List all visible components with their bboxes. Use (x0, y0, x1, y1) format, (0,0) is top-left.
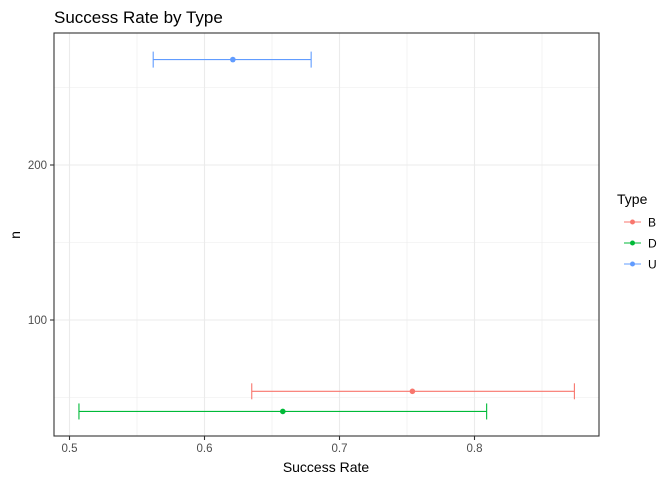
plot-panel (54, 33, 599, 436)
y-axis-title: n (7, 231, 23, 239)
legend-key-point (630, 219, 635, 225)
panel-border (53, 32, 600, 437)
x-tick-label: 0.5 (62, 443, 78, 455)
legend-label: U (648, 258, 657, 272)
x-tick-label: 0.6 (197, 443, 213, 455)
x-axis: 0.5 0.6 0.7 0.8 (62, 436, 483, 455)
legend-label: D (648, 237, 657, 251)
x-tick-label: 0.8 (467, 443, 483, 455)
y-axis: 100 200 (28, 160, 54, 327)
legend-label: B (648, 216, 656, 230)
y-tick-label: 100 (28, 315, 47, 327)
chart-title: Success Rate by Type (54, 8, 223, 27)
x-axis-title: Success Rate (283, 459, 370, 475)
legend: Type BDU (617, 191, 657, 272)
data-point (280, 408, 286, 415)
series-D (78, 403, 488, 420)
gridlines (54, 33, 599, 436)
data-point (230, 56, 236, 63)
legend-item-B: B (624, 216, 656, 230)
legend-item-U: U (624, 258, 657, 272)
legend-item-D: D (624, 237, 657, 251)
y-tick-label: 200 (28, 160, 47, 172)
data-series (78, 51, 575, 420)
series-U (152, 51, 312, 68)
legend-title: Type (617, 191, 648, 207)
series-B (251, 383, 575, 400)
x-tick-label: 0.7 (332, 443, 348, 455)
legend-key-point (630, 261, 635, 267)
legend-key-point (630, 240, 635, 246)
data-point (409, 388, 416, 395)
